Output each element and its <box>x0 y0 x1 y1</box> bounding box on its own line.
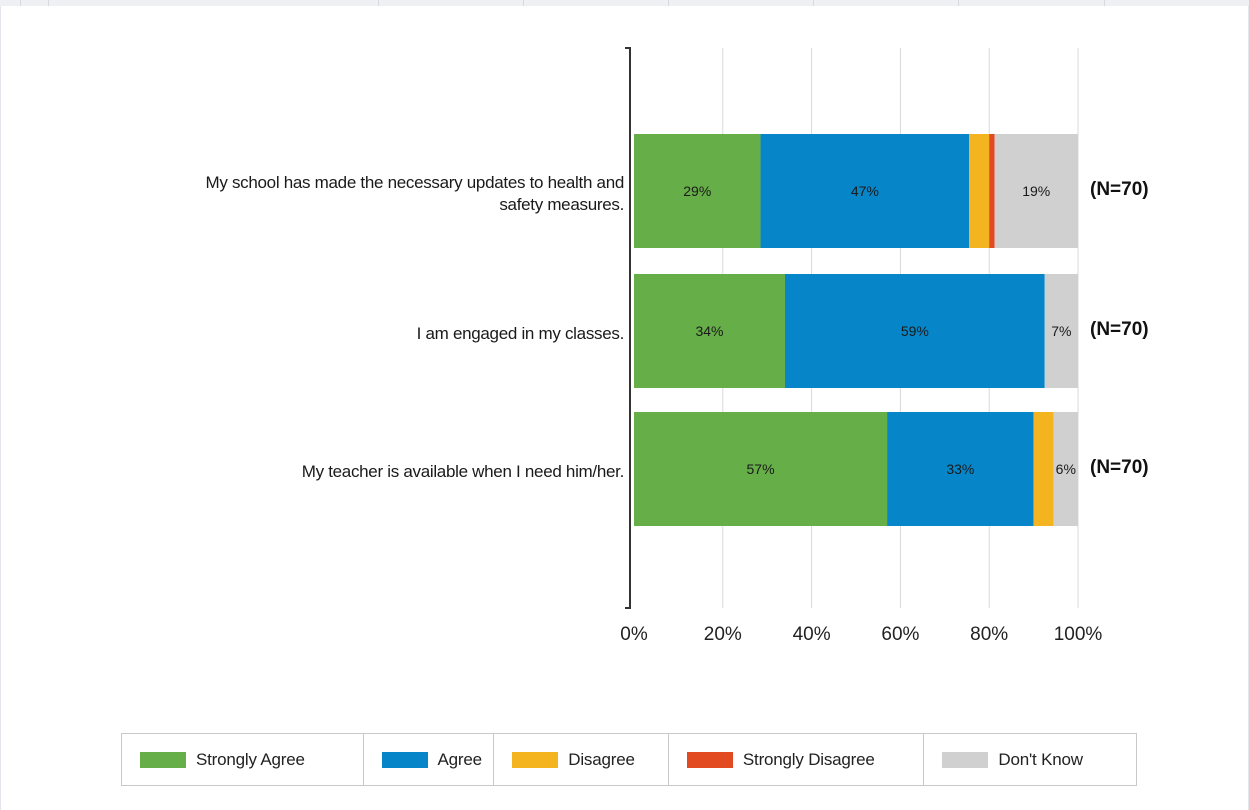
legend-label: Agree <box>437 749 483 769</box>
bar-segment <box>887 412 1034 526</box>
header-cell-divider <box>668 0 669 6</box>
legend-label: Strongly Disagree <box>742 749 875 769</box>
sample-size-label: (N=70) <box>1090 319 1149 340</box>
bar-segment <box>1044 274 1078 388</box>
legend-item: Agree <box>364 734 495 785</box>
bar-data-label: 59% <box>901 323 929 339</box>
legend-item: Don't Know <box>924 734 1136 785</box>
top-header-strip <box>0 0 1249 6</box>
legend-swatch <box>381 751 428 768</box>
header-cell-divider <box>523 0 524 6</box>
header-cell-divider <box>378 0 379 6</box>
header-cell-divider <box>48 0 49 6</box>
category-label: My teacher is available when I need him/… <box>301 462 625 481</box>
category-label: My school has made the necessary updates… <box>205 173 624 192</box>
header-cell-divider <box>958 0 959 6</box>
left-border <box>0 6 1 810</box>
legend-swatch <box>942 751 989 768</box>
sample-size-label: (N=70) <box>1090 457 1149 478</box>
bar-segment <box>1033 412 1054 526</box>
x-tick-label: 0% <box>620 624 648 645</box>
chart-legend: Strongly Agree Agree Disagree Strongly Disa… <box>121 733 1137 786</box>
bar-segment <box>1053 412 1078 526</box>
legend-item: Strongly Agree <box>122 734 364 785</box>
x-tick-label: 80% <box>970 624 1009 645</box>
bar-data-label: 47% <box>851 183 879 199</box>
bar-data-label: 57% <box>747 461 775 477</box>
sample-size-label: (N=70) <box>1090 179 1149 200</box>
bar-data-label: 29% <box>683 183 711 199</box>
bar-data-label: 6% <box>1056 461 1076 477</box>
legend-label: Don't Know <box>998 749 1083 769</box>
header-cell-divider <box>20 0 21 6</box>
legend-item: Strongly Disagree <box>669 734 925 785</box>
bar-segment <box>634 134 761 248</box>
bar-data-label: 7% <box>1051 323 1071 339</box>
bar-data-label: 19% <box>1022 183 1050 199</box>
bar-segment <box>969 134 990 248</box>
category-label: I am engaged in my classes. <box>416 324 625 343</box>
bar-segment <box>634 274 785 388</box>
legend-swatch <box>686 751 733 768</box>
x-tick-label: 60% <box>881 624 920 645</box>
header-cell-divider <box>1104 0 1105 6</box>
bar-data-label: 33% <box>946 461 974 477</box>
x-tick-label: 20% <box>703 624 742 645</box>
x-tick-label: 100% <box>1053 624 1103 645</box>
x-tick-label: 40% <box>792 624 831 645</box>
bar-data-label: 34% <box>695 323 723 339</box>
bar-segment <box>994 134 1078 248</box>
legend-label: Strongly Agree <box>196 749 305 769</box>
bar-segment <box>634 412 888 526</box>
legend-label: Disagree <box>568 749 635 769</box>
legend-item: Disagree <box>494 734 669 785</box>
header-cell-divider <box>813 0 814 6</box>
bar-segment <box>989 134 995 248</box>
legend-swatch <box>140 751 186 768</box>
bar-segment <box>760 134 970 248</box>
bar-segment <box>784 274 1045 388</box>
legend-swatch <box>512 751 559 768</box>
category-label: safety measures. <box>499 195 624 214</box>
